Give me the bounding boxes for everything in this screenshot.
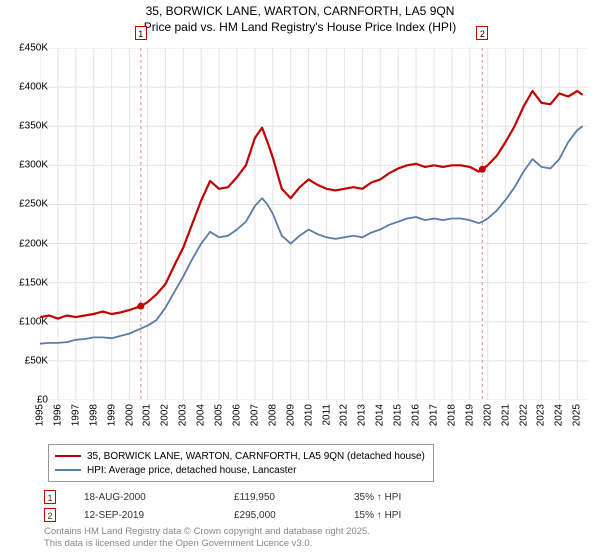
y-tick-label: £400K	[19, 82, 48, 93]
x-tick-label: 2018	[446, 404, 457, 426]
x-tick-label: 2014	[375, 404, 386, 426]
legend: 35, BORWICK LANE, WARTON, CARNFORTH, LA5…	[48, 444, 434, 482]
legend-swatch-price-paid	[55, 455, 81, 457]
sale-row-1: 1 18-AUG-2000 £119,950 35% ↑ HPI	[44, 488, 564, 506]
x-tick-label: 2008	[267, 404, 278, 426]
x-tick-label: 2013	[357, 404, 368, 426]
sale-hpi-2: 15% ↑ HPI	[354, 510, 474, 521]
x-tick-label: 2021	[500, 404, 511, 426]
y-tick-label: £150K	[19, 277, 48, 288]
sale-price-1: £119,950	[234, 492, 354, 503]
y-tick-label: £200K	[19, 238, 48, 249]
x-tick-label: 2010	[303, 404, 314, 426]
x-tick-label: 2016	[411, 404, 422, 426]
y-tick-label: £350K	[19, 121, 48, 132]
x-tick-label: 2003	[178, 404, 189, 426]
x-tick-label: 2017	[428, 404, 439, 426]
x-tick-label: 2015	[393, 404, 404, 426]
license-line-1: Contains HM Land Registry data © Crown c…	[44, 526, 370, 538]
x-tick-label: 1999	[106, 404, 117, 426]
x-tick-label: 2020	[482, 404, 493, 426]
x-tick-label: 2007	[249, 404, 260, 426]
y-tick-label: £450K	[19, 43, 48, 54]
legend-swatch-hpi	[55, 469, 81, 471]
x-tick-label: 2004	[196, 404, 207, 426]
x-tick-label: 2000	[124, 404, 135, 426]
chart-title: 35, BORWICK LANE, WARTON, CARNFORTH, LA5…	[0, 0, 600, 35]
plot-area: 12	[40, 48, 588, 400]
sale-hpi-1: 35% ↑ HPI	[354, 492, 474, 503]
license-line-2: This data is licensed under the Open Gov…	[44, 538, 370, 550]
legend-label-price-paid: 35, BORWICK LANE, WARTON, CARNFORTH, LA5…	[87, 451, 425, 462]
x-tick-label: 1997	[70, 404, 81, 426]
x-tick-label: 2019	[464, 404, 475, 426]
sale-row-2: 2 12-SEP-2019 £295,000 15% ↑ HPI	[44, 506, 564, 524]
title-line-1: 35, BORWICK LANE, WARTON, CARNFORTH, LA5…	[0, 4, 600, 20]
title-line-2: Price paid vs. HM Land Registry's House …	[0, 20, 600, 36]
sale-price-2: £295,000	[234, 510, 354, 521]
y-tick-label: £250K	[19, 199, 48, 210]
x-tick-label: 2006	[231, 404, 242, 426]
y-tick-label: £50K	[25, 355, 48, 366]
x-tick-label: 1996	[52, 404, 63, 426]
y-tick-label: £300K	[19, 160, 48, 171]
x-tick-label: 2025	[572, 404, 583, 426]
x-tick-label: 2005	[214, 404, 225, 426]
x-tick-label: 2002	[160, 404, 171, 426]
sale-marker-1: 1	[135, 26, 147, 40]
sales-table: 1 18-AUG-2000 £119,950 35% ↑ HPI 2 12-SE…	[44, 488, 564, 524]
legend-item-price-paid: 35, BORWICK LANE, WARTON, CARNFORTH, LA5…	[55, 449, 425, 463]
x-tick-label: 2009	[285, 404, 296, 426]
sale-marker-2: 2	[44, 508, 56, 522]
x-tick-label: 2011	[321, 404, 332, 426]
x-tick-label: 2001	[142, 404, 153, 426]
x-tick-label: 2022	[518, 404, 529, 426]
sale-marker-1: 1	[44, 490, 56, 504]
sale-date-2: 12-SEP-2019	[84, 510, 234, 521]
x-tick-label: 1995	[35, 404, 46, 426]
legend-item-hpi: HPI: Average price, detached house, Lanc…	[55, 463, 425, 477]
plot-svg	[40, 48, 588, 400]
sale-marker-2: 2	[476, 26, 488, 40]
x-tick-label: 1998	[88, 404, 99, 426]
x-tick-label: 2023	[536, 404, 547, 426]
x-tick-label: 2024	[554, 404, 565, 426]
legend-label-hpi: HPI: Average price, detached house, Lanc…	[87, 465, 296, 476]
sale-date-1: 18-AUG-2000	[84, 492, 234, 503]
x-tick-label: 2012	[339, 404, 350, 426]
license-text: Contains HM Land Registry data © Crown c…	[44, 526, 370, 550]
y-tick-label: £100K	[19, 316, 48, 327]
house-price-chart: 35, BORWICK LANE, WARTON, CARNFORTH, LA5…	[0, 0, 600, 560]
